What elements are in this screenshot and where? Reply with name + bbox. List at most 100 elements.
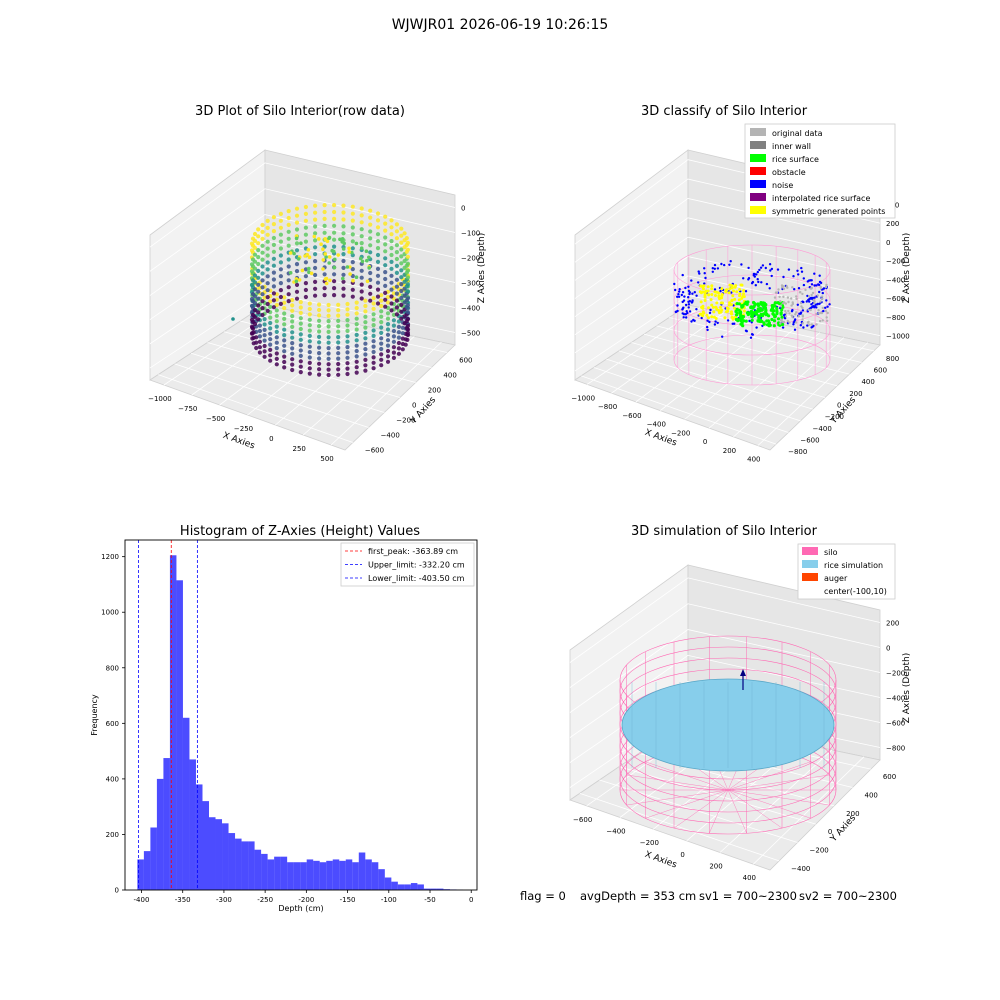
panel1-point — [313, 259, 318, 264]
panel2-symmetric-point — [714, 294, 717, 297]
panel1-point — [400, 331, 405, 336]
panel1-point — [300, 268, 305, 273]
panel4-silo-floor-line — [727, 761, 811, 791]
panel1-point — [394, 298, 399, 303]
panel2-legend-swatch — [750, 141, 766, 149]
panel1-point — [364, 249, 369, 253]
histogram-bar — [163, 758, 170, 890]
panel1-point — [290, 362, 295, 367]
panel1-point — [359, 296, 364, 301]
panel2-original-point — [785, 312, 788, 315]
panel1-point — [294, 206, 300, 211]
panel1-point — [394, 236, 399, 241]
panel1-point — [296, 257, 301, 261]
panel4-wall-grid — [569, 654, 881, 738]
panel1-point — [282, 311, 287, 316]
panel1-point — [268, 347, 273, 352]
panel1-point — [317, 351, 322, 356]
panel2-noise-point — [677, 293, 680, 296]
panel2-noise-point — [825, 299, 828, 302]
panel2-rice-point — [780, 315, 784, 319]
panel1-point — [345, 350, 350, 355]
panel1-point — [375, 294, 381, 299]
panel1-point — [371, 306, 376, 311]
panel1-point — [326, 308, 331, 313]
panel2-original-point — [790, 297, 793, 300]
panel2-symmetric-point — [728, 301, 731, 305]
panel2-ytick: 600 — [874, 367, 887, 375]
panel1-point — [399, 261, 404, 266]
panel4-silo-floor-line — [727, 789, 747, 834]
panel2-symmetric-point — [699, 291, 703, 295]
panel1-point — [389, 232, 394, 237]
panel2-symmetric-point — [701, 285, 705, 289]
panel2-symmetric-point — [731, 294, 735, 298]
panel1-point — [290, 335, 295, 340]
panel2-noise-point — [794, 318, 797, 321]
panel2-noise-point — [713, 267, 716, 270]
panel1-point — [322, 293, 327, 298]
panel1-point — [286, 229, 291, 234]
panel1-point — [271, 284, 276, 289]
panel2-noise-point — [706, 328, 709, 332]
panel1-point — [405, 330, 410, 335]
panel1-point — [313, 245, 318, 250]
panel1-point — [305, 252, 310, 257]
panel2-rice-point — [775, 312, 779, 316]
panel1-point — [336, 345, 341, 350]
panel1-point — [252, 259, 258, 264]
panel2-noise-point — [719, 289, 722, 293]
panel2-noise-point — [708, 320, 711, 324]
panel2-original-point — [811, 291, 815, 295]
panel1-point — [394, 305, 399, 310]
panel1-point — [332, 203, 337, 208]
panel2-original-point — [797, 315, 800, 318]
panel1-point — [399, 309, 404, 314]
panel1-point — [274, 324, 279, 329]
footer-sv1: sv1 = 700~2300 — [699, 889, 797, 903]
panel1-point — [323, 277, 328, 281]
panel4-xtick: −200 — [640, 839, 659, 847]
histogram-ytick: 200 — [106, 831, 119, 839]
panel1-point — [271, 249, 276, 254]
panel2-rice-point — [772, 319, 777, 323]
panel2-noise-point — [742, 277, 745, 280]
panel1-point — [405, 261, 410, 266]
panel1-point — [375, 252, 381, 258]
panel1-point — [303, 218, 308, 223]
panel4-legend-swatch — [802, 560, 818, 568]
panel1-point — [354, 359, 359, 364]
panel1-point — [321, 267, 325, 271]
panel2-ylabel: Y Axies — [828, 395, 858, 427]
panel1-point — [363, 314, 368, 319]
panel1-point — [391, 334, 396, 339]
panel1-point — [260, 229, 265, 234]
footer-flag: flag = 0 — [520, 889, 566, 903]
panel1-point — [350, 273, 355, 279]
panel1-point — [391, 345, 396, 350]
panel2-rice-point — [753, 302, 757, 306]
panel4-floor-grid — [579, 792, 780, 862]
panel2-symmetric-point — [701, 310, 705, 314]
panel2-original-point — [815, 312, 818, 316]
panel2-original-point — [819, 300, 822, 303]
panel1-point — [298, 337, 303, 342]
panel1-point — [265, 232, 270, 237]
panel2-title: 3D classify of Silo Interior — [640, 104, 808, 119]
panel2-noise-point — [711, 267, 714, 270]
panel2-noise-point — [687, 285, 690, 288]
panel2-symmetric-point — [733, 297, 737, 301]
panel1-point — [389, 218, 394, 223]
panel4-floor-grid — [599, 779, 798, 843]
panel1-point — [400, 347, 405, 352]
panel1-point — [363, 368, 368, 373]
panel1-point — [265, 308, 270, 313]
panel1-point — [368, 270, 373, 276]
panel1-point — [325, 239, 330, 244]
panel1-point — [371, 349, 376, 355]
panel1-point — [385, 332, 391, 337]
panel1-point — [265, 295, 270, 300]
histogram-bar — [391, 881, 398, 890]
panel1-point — [294, 248, 300, 253]
panel1-point — [278, 253, 283, 258]
